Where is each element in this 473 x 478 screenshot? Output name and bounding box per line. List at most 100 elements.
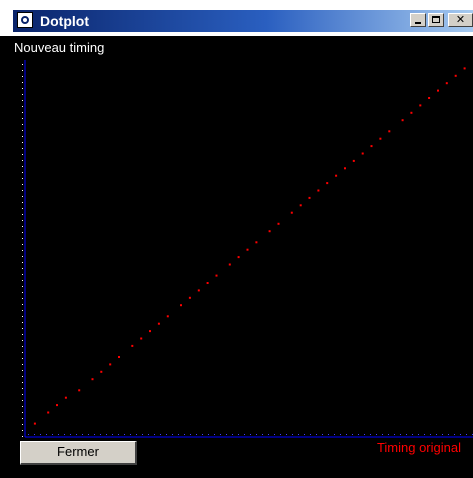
x-tick: [370, 434, 371, 435]
x-tick: [148, 434, 149, 435]
data-point: [246, 248, 249, 251]
y-tick: [22, 244, 23, 245]
x-tick: [274, 434, 275, 435]
y-tick: [22, 160, 23, 161]
x-tick: [334, 434, 335, 435]
x-tick: [166, 434, 167, 435]
fermer-button[interactable]: Fermer: [19, 440, 138, 466]
y-tick: [22, 142, 23, 143]
x-tick: [430, 434, 431, 435]
y-tick: [22, 118, 23, 119]
x-tick: [268, 434, 269, 435]
x-tick: [136, 434, 137, 435]
x-tick: [298, 434, 299, 435]
data-point: [419, 104, 422, 107]
x-tick: [340, 434, 341, 435]
y-tick: [22, 166, 23, 167]
x-tick: [214, 434, 215, 435]
x-tick: [286, 434, 287, 435]
y-tick: [22, 184, 23, 185]
app-icon[interactable]: [17, 12, 33, 28]
y-tick: [22, 70, 23, 71]
y-tick: [22, 364, 23, 365]
x-tick: [316, 434, 317, 435]
x-tick: [292, 434, 293, 435]
y-tick: [22, 202, 23, 203]
title-bar[interactable]: Dotplot ✕: [0, 0, 473, 36]
data-point: [388, 130, 391, 133]
y-tick: [22, 274, 23, 275]
x-tick: [70, 434, 71, 435]
data-point: [149, 330, 151, 333]
data-point: [290, 211, 293, 214]
y-tick: [22, 280, 23, 281]
x-tick: [184, 434, 185, 435]
y-tick: [22, 250, 23, 251]
y-tick: [22, 238, 23, 239]
data-point: [454, 74, 457, 77]
data-point: [401, 119, 404, 122]
data-point: [188, 296, 191, 299]
y-tick: [22, 352, 23, 353]
x-tick: [190, 434, 191, 435]
data-point: [56, 404, 58, 407]
data-point: [33, 422, 36, 425]
x-tick: [154, 434, 155, 435]
x-tick: [172, 434, 173, 435]
x-tick: [124, 434, 125, 435]
y-tick: [22, 226, 23, 227]
x-tick: [418, 434, 419, 435]
x-tick: [130, 434, 131, 435]
y-tick: [22, 64, 23, 65]
y-tick: [22, 328, 23, 329]
x-tick: [328, 434, 329, 435]
x-tick: [394, 434, 395, 435]
data-point: [335, 174, 338, 177]
x-tick: [466, 434, 467, 435]
y-tick: [22, 88, 23, 89]
y-tick: [22, 256, 23, 257]
x-axis-label: Timing original: [376, 440, 461, 455]
x-tick: [196, 434, 197, 435]
y-tick: [22, 100, 23, 101]
y-tick: [22, 196, 23, 197]
y-tick: [22, 112, 23, 113]
x-tick: [106, 434, 107, 435]
y-tick: [22, 148, 23, 149]
minimize-button[interactable]: [410, 13, 426, 27]
y-tick: [22, 172, 23, 173]
data-point: [100, 370, 103, 373]
data-point: [197, 289, 200, 292]
data-point: [157, 322, 160, 325]
data-point: [237, 256, 240, 259]
data-point: [206, 282, 209, 284]
y-axis-label: Nouveau timing: [14, 40, 105, 55]
x-tick: [262, 434, 263, 435]
x-tick: [52, 434, 53, 435]
data-point: [64, 396, 67, 399]
data-point: [370, 145, 373, 148]
maximize-button[interactable]: [428, 13, 444, 27]
y-tick: [22, 310, 23, 311]
y-tick: [22, 232, 23, 233]
x-tick: [82, 434, 83, 435]
data-point: [344, 167, 346, 170]
x-tick: [64, 434, 65, 435]
data-point: [428, 97, 431, 99]
x-tick: [376, 434, 377, 435]
data-point: [109, 363, 112, 366]
x-tick: [442, 434, 443, 435]
x-tick: [400, 434, 401, 435]
window-title: Dotplot: [40, 13, 89, 29]
y-tick: [22, 436, 23, 437]
y-tick: [22, 262, 23, 263]
y-tick: [22, 358, 23, 359]
y-tick: [22, 406, 23, 407]
x-tick: [358, 434, 359, 435]
x-tick: [304, 434, 305, 435]
y-tick: [22, 334, 23, 335]
data-point: [277, 222, 280, 225]
x-tick: [352, 434, 353, 435]
y-tick: [22, 214, 23, 215]
y-tick: [22, 394, 23, 395]
